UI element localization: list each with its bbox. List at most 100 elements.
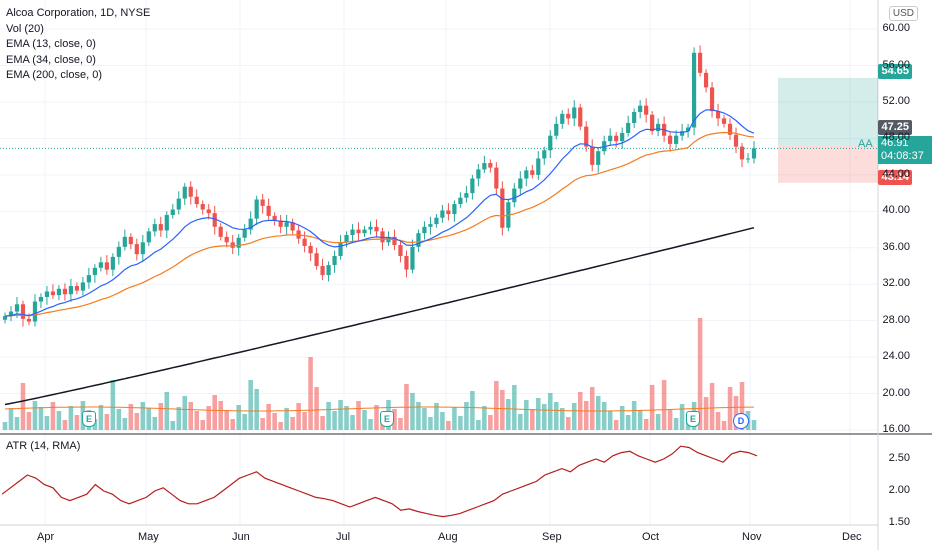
candle-body (8, 311, 14, 317)
candle-body (236, 237, 241, 248)
volume-bar (308, 357, 313, 430)
candle-body (464, 193, 469, 198)
volume-bar (512, 385, 517, 430)
candle-body (104, 262, 109, 270)
volume-bar (8, 408, 14, 430)
volume-bar (667, 409, 673, 430)
volume-bar (649, 385, 655, 430)
volume-bar (146, 408, 152, 430)
candle-body (428, 224, 433, 227)
volume-bar (200, 420, 206, 430)
volume-bar (613, 420, 619, 430)
candle-body (146, 231, 151, 243)
volume-bar (697, 318, 703, 430)
candle-body (715, 111, 721, 119)
volume-bar (110, 380, 116, 430)
candle-body (614, 135, 619, 142)
price-tick-label: 44.00 (882, 167, 910, 180)
volume-bar (314, 387, 319, 430)
candle-body (272, 215, 277, 221)
candle-body (703, 72, 709, 88)
candle-body (314, 253, 319, 266)
volume-bar (242, 414, 247, 430)
earnings-icon[interactable]: E (380, 411, 394, 427)
volume-bar (44, 416, 50, 430)
volume-bar (458, 416, 463, 430)
candle-body (524, 170, 529, 179)
candle-body (62, 288, 68, 295)
candle-body (308, 245, 313, 254)
candle-body (721, 118, 727, 124)
volume-bar (278, 422, 283, 430)
candle-body (392, 236, 397, 246)
candle-body (14, 304, 20, 312)
volume-bar (224, 410, 229, 430)
volume-bar (547, 393, 553, 430)
volume-bar (565, 417, 571, 430)
volume-bar (589, 387, 595, 430)
volume-bar (158, 403, 164, 430)
volume-bar (164, 392, 170, 430)
legend-ema13: EMA (13, close, 0) (6, 38, 96, 50)
volume-bar (182, 396, 188, 430)
candle-body (470, 178, 475, 194)
volume-bar (715, 412, 721, 430)
volume-bar (416, 402, 421, 430)
volume-bar (152, 417, 158, 430)
candle-body (608, 135, 613, 142)
candle-body (674, 135, 679, 144)
volume-bar (74, 415, 80, 430)
volume-bar (751, 420, 757, 430)
volume-bar (709, 383, 715, 430)
volume-bar (392, 409, 397, 430)
volume-ma-line (4, 406, 754, 412)
volume-bar (530, 409, 535, 430)
candle-body (56, 288, 62, 296)
volume-bar (464, 402, 469, 430)
candle-body (440, 210, 445, 218)
volume-bar (368, 419, 373, 430)
volume-bar (721, 421, 727, 430)
candle-body (620, 132, 625, 142)
candle-body (302, 238, 307, 246)
volume-bar (440, 412, 445, 430)
candle-body (500, 188, 505, 228)
candle-body (536, 158, 541, 175)
candle-body (739, 146, 745, 160)
candle-body (578, 107, 583, 127)
candle-body (374, 226, 379, 232)
volume-bar (607, 411, 613, 430)
volume-bar (542, 404, 547, 430)
candle-body (92, 267, 97, 276)
volume-bar (140, 402, 146, 430)
candle-body (170, 209, 175, 215)
volume-bar (727, 387, 733, 430)
volume-bar (92, 419, 98, 430)
currency-button[interactable]: USD (888, 6, 918, 21)
volume-bar (631, 401, 637, 430)
volume-bar (32, 401, 38, 430)
earnings-icon[interactable]: E (82, 411, 96, 427)
month-tick-label: Sep (542, 531, 562, 543)
candle-body (326, 265, 331, 276)
candle-body (260, 199, 265, 206)
volume-bar (254, 389, 259, 430)
candle-body (733, 134, 739, 147)
candle-body (176, 198, 181, 210)
candle-body (434, 217, 439, 225)
dividend-icon[interactable]: D (733, 413, 749, 429)
candle-body (542, 150, 547, 159)
candle-body (332, 255, 337, 266)
month-tick-label: Apr (37, 531, 55, 543)
candle-body (590, 146, 595, 165)
earnings-icon[interactable]: E (686, 411, 700, 427)
last-price: 46.91 (881, 137, 909, 149)
volume-bar (350, 415, 355, 430)
volume-bar (290, 417, 295, 430)
month-tick-label: Oct (642, 531, 660, 543)
month-tick-label: Dec (842, 531, 862, 543)
volume-bar (536, 398, 541, 430)
volume-bar (428, 417, 433, 430)
volume-bar (494, 381, 499, 430)
